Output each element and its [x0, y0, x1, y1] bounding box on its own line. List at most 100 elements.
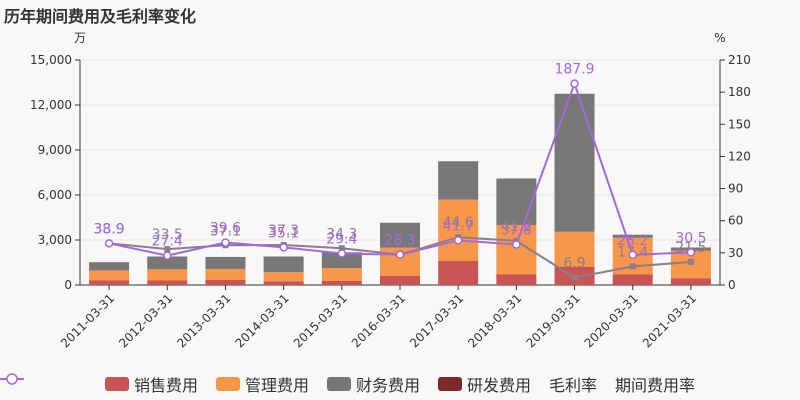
data-label: 187.9: [554, 62, 594, 78]
data-label: 38.9: [94, 221, 125, 237]
bar-segment: [496, 274, 537, 285]
data-label: 44.6: [443, 215, 474, 231]
y-left-unit: 万: [74, 31, 86, 45]
bar-segment: [205, 279, 246, 285]
legend-item[interactable]: 期间费用率: [0, 372, 696, 396]
expense-ratio-point: [337, 249, 347, 258]
gross-margin-point: [629, 263, 636, 270]
bar-segment: [89, 262, 130, 271]
legend-item[interactable]: 财务费用: [326, 372, 420, 396]
legend-item[interactable]: 毛利率: [0, 372, 598, 396]
x-tick-label: 2016-03-31: [349, 291, 408, 350]
expense-ratio-point: [163, 251, 172, 260]
legend-label: 毛利率: [549, 376, 598, 395]
data-label: 35.1: [268, 225, 299, 241]
data-label: 38.9: [94, 221, 125, 237]
chart-legend: 销售费用 管理费用 财务费用 研发费用 毛利率 期间费用率: [0, 372, 800, 396]
bar-segment: [89, 280, 130, 285]
data-label: 37.8: [501, 223, 532, 239]
line-circle-icon: [0, 373, 24, 385]
y-right-tick-label: 120: [728, 149, 751, 163]
x-tick-label: 2012-03-31: [116, 291, 175, 350]
y-right-tick-label: 210: [728, 53, 751, 67]
data-label: 30.5: [675, 230, 706, 246]
x-tick-label: 2014-03-31: [233, 291, 292, 350]
bar-segment: [554, 231, 595, 267]
bar-segment: [263, 272, 304, 282]
y-right-unit: %: [714, 31, 725, 45]
legend-item[interactable]: 管理费用: [215, 372, 309, 396]
legend-label: 财务费用: [355, 376, 420, 395]
bar-segment: [147, 256, 188, 270]
expense-ratio-point: [395, 250, 405, 259]
bar-segment: [321, 252, 362, 269]
bar-segment: [321, 268, 362, 281]
y-left-tick-label: 12,000: [30, 98, 72, 112]
legend-label: 销售费用: [133, 376, 198, 395]
data-label: 37.1: [210, 223, 241, 239]
expense-ratio-point: [512, 240, 521, 249]
legend-label: 期间费用率: [615, 376, 696, 395]
y-left-tick-label: 6,000: [38, 188, 72, 202]
y-right-tick-label: 180: [728, 85, 751, 99]
expense-ratio-point: [686, 248, 696, 257]
x-tick-label: 2017-03-31: [407, 291, 466, 350]
legend-swatch: [215, 377, 240, 391]
y-right-tick-label: 0: [728, 278, 736, 292]
bar-segment: [380, 276, 420, 285]
chart-canvas: 0 3,000 6,000 9,000 12,000 15,000 0 30 60 90 120 15…: [30, 31, 751, 350]
bar-segment: [147, 269, 188, 281]
bar-segment: [263, 281, 304, 285]
x-tick-label: 2011-03-31: [58, 291, 117, 350]
data-label: 34.3: [326, 226, 357, 242]
legend-swatch: [326, 377, 351, 391]
y-right-tick-label: 150: [728, 117, 751, 131]
data-label: 41.7: [443, 218, 474, 234]
x-tick-label: 2019-03-31: [523, 291, 582, 350]
data-label: 33.5: [152, 227, 183, 243]
data-label: 28.3: [384, 233, 415, 249]
gross-margin-point: [164, 246, 171, 253]
y-right-tick-label: 90: [728, 182, 743, 196]
data-label: 28.2: [617, 233, 648, 249]
bar-segment: [612, 234, 653, 238]
bar-segment: [438, 199, 479, 261]
legend-item[interactable]: 研发费用: [438, 372, 531, 396]
y-left-tick-label: 0: [64, 278, 72, 292]
x-tick-label: 2020-03-31: [582, 291, 641, 350]
bar-segment: [670, 278, 711, 285]
x-tick-label: 2013-03-31: [174, 291, 233, 350]
bar-segment: [496, 178, 537, 225]
gross-margin-point: [571, 274, 578, 281]
chart-title: 历年期间费用及毛利率变化: [4, 7, 197, 26]
expense-ratio-point: [104, 239, 114, 248]
data-label: 37.3: [268, 223, 299, 239]
bar-segment: [438, 261, 479, 285]
bar-segment: [612, 274, 653, 285]
y-right-tick-label: 30: [728, 246, 743, 260]
gross-margin-point: [338, 245, 345, 252]
expense-ratio-point: [279, 243, 288, 252]
y-left-tick-label: 9,000: [38, 143, 72, 157]
y-left-tick-label: 15,000: [30, 53, 72, 67]
y-right-tick-label: 60: [728, 214, 743, 228]
expense-ratio-point: [221, 238, 230, 247]
legend-label: 管理费用: [244, 376, 309, 395]
bar-segment: [205, 256, 246, 269]
expense-ratio-point: [570, 79, 579, 88]
data-label: 6.9: [563, 256, 585, 272]
gross-margin-point: [687, 258, 694, 265]
expense-ratio-point: [628, 250, 637, 260]
data-label: 28.3: [384, 233, 415, 249]
data-label: 27.4: [152, 234, 183, 250]
bar-segment: [89, 270, 130, 281]
data-label: 39.6: [210, 221, 241, 237]
x-tick-label: 2018-03-31: [465, 291, 524, 350]
bar-segment: [263, 256, 304, 273]
legend-swatch: [104, 377, 129, 391]
bar-segment: [147, 280, 188, 285]
bar-segment: [321, 280, 362, 285]
legend-item[interactable]: 销售费用: [104, 372, 198, 396]
data-label: 29.4: [326, 232, 357, 248]
bar-segment: [438, 161, 479, 200]
